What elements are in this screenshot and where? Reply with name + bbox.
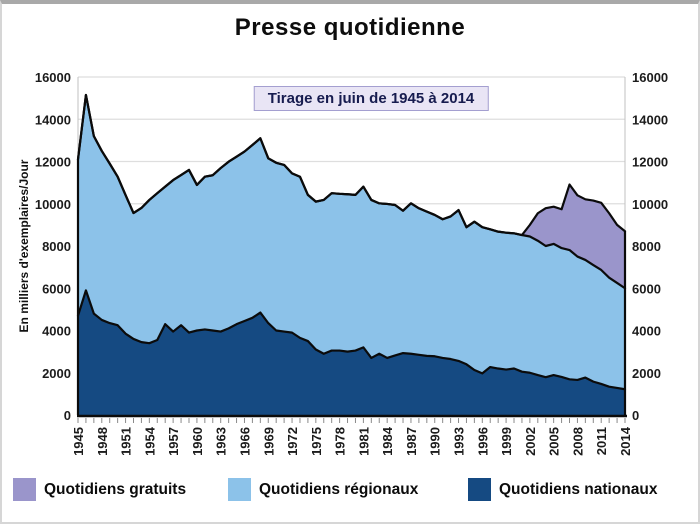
x-tick-label-1996: 1996: [475, 427, 490, 456]
y-tick-label-right-16000: 16000: [632, 70, 668, 85]
chart-subtitle-box: Tirage en juin de 1945 à 2014: [253, 86, 489, 111]
legend-label-regionaux: Quotidiens régionaux: [259, 480, 419, 498]
x-tick-label-1972: 1972: [285, 427, 300, 456]
legend-swatch-gratuits: [13, 478, 36, 501]
legend-swatch-nationaux: [468, 478, 491, 501]
x-tick-label-1957: 1957: [166, 427, 181, 456]
x-tick-label-1945: 1945: [71, 427, 86, 456]
x-tick-label-1975: 1975: [309, 427, 324, 456]
legend-swatch-regionaux: [228, 478, 251, 501]
y-tick-label-left-0: 0: [64, 408, 71, 423]
y-tick-label-left-8000: 8000: [42, 239, 71, 254]
legend-label-gratuits: Quotidiens gratuits: [44, 480, 187, 498]
y-tick-label-left-14000: 14000: [35, 112, 71, 127]
y-tick-label-right-0: 0: [632, 408, 639, 423]
y-tick-label-left-4000: 4000: [42, 324, 71, 339]
y-tick-label-left-6000: 6000: [42, 281, 71, 296]
chart-legend: Quotidiens gratuits Quotidiens régionaux…: [0, 478, 700, 510]
legend-label-nationaux: Quotidiens nationaux: [499, 480, 658, 498]
x-tick-label-1987: 1987: [404, 427, 419, 456]
y-tick-label-right-4000: 4000: [632, 324, 661, 339]
chart-subtitle: Tirage en juin de 1945 à 2014: [267, 90, 475, 107]
x-tick-label-1984: 1984: [380, 426, 395, 456]
x-tick-label-1978: 1978: [333, 427, 348, 456]
y-tick-label-right-10000: 10000: [632, 197, 668, 212]
x-tick-label-1966: 1966: [237, 427, 252, 456]
legend-item-gratuits: Quotidiens gratuits: [13, 478, 186, 501]
x-tick-label-2002: 2002: [523, 427, 538, 456]
outline-total-top: [76, 93, 627, 237]
area-quotidiens-regionaux: [78, 94, 625, 390]
chart-title: Presse quotidienne: [234, 14, 466, 41]
y-tick-label-left-16000: 16000: [35, 70, 71, 85]
y-tick-label-left-12000: 12000: [35, 155, 71, 170]
x-tick-label-1960: 1960: [190, 427, 205, 456]
x-tick-label-1954: 1954: [142, 426, 157, 456]
y-tick-label-right-14000: 14000: [632, 112, 668, 127]
x-tick-label-2011: 2011: [594, 427, 609, 455]
x-tick-label-1990: 1990: [428, 427, 443, 456]
y-axis-title: En milliers d'exemplaires/Jour: [17, 159, 31, 332]
x-tick-label-1999: 1999: [499, 427, 514, 456]
y-tick-label-right-2000: 2000: [632, 366, 661, 381]
x-tick-label-1963: 1963: [214, 427, 229, 456]
area-quotidiens-nationaux: [78, 290, 625, 415]
legend-item-regionaux: Quotidiens régionaux: [228, 478, 418, 501]
x-tick-label-1993: 1993: [452, 427, 467, 456]
y-tick-label-right-12000: 12000: [632, 155, 668, 170]
y-tick-label-left-2000: 2000: [42, 366, 71, 381]
y-tick-label-left-10000: 10000: [35, 197, 71, 212]
y-tick-label-right-6000: 6000: [632, 281, 661, 296]
x-tick-label-2005: 2005: [547, 427, 562, 456]
legend-item-nationaux: Quotidiens nationaux: [468, 478, 657, 501]
x-tick-label-2014: 2014: [618, 426, 633, 456]
outline-nationaux-top: [76, 289, 627, 391]
x-tick-label-2008: 2008: [570, 427, 585, 456]
x-tick-label-1951: 1951: [119, 427, 134, 456]
y-tick-label-right-8000: 8000: [632, 239, 661, 254]
x-tick-label-1981: 1981: [356, 427, 371, 456]
x-tick-label-1969: 1969: [261, 427, 276, 456]
x-tick-label-1948: 1948: [95, 427, 110, 456]
